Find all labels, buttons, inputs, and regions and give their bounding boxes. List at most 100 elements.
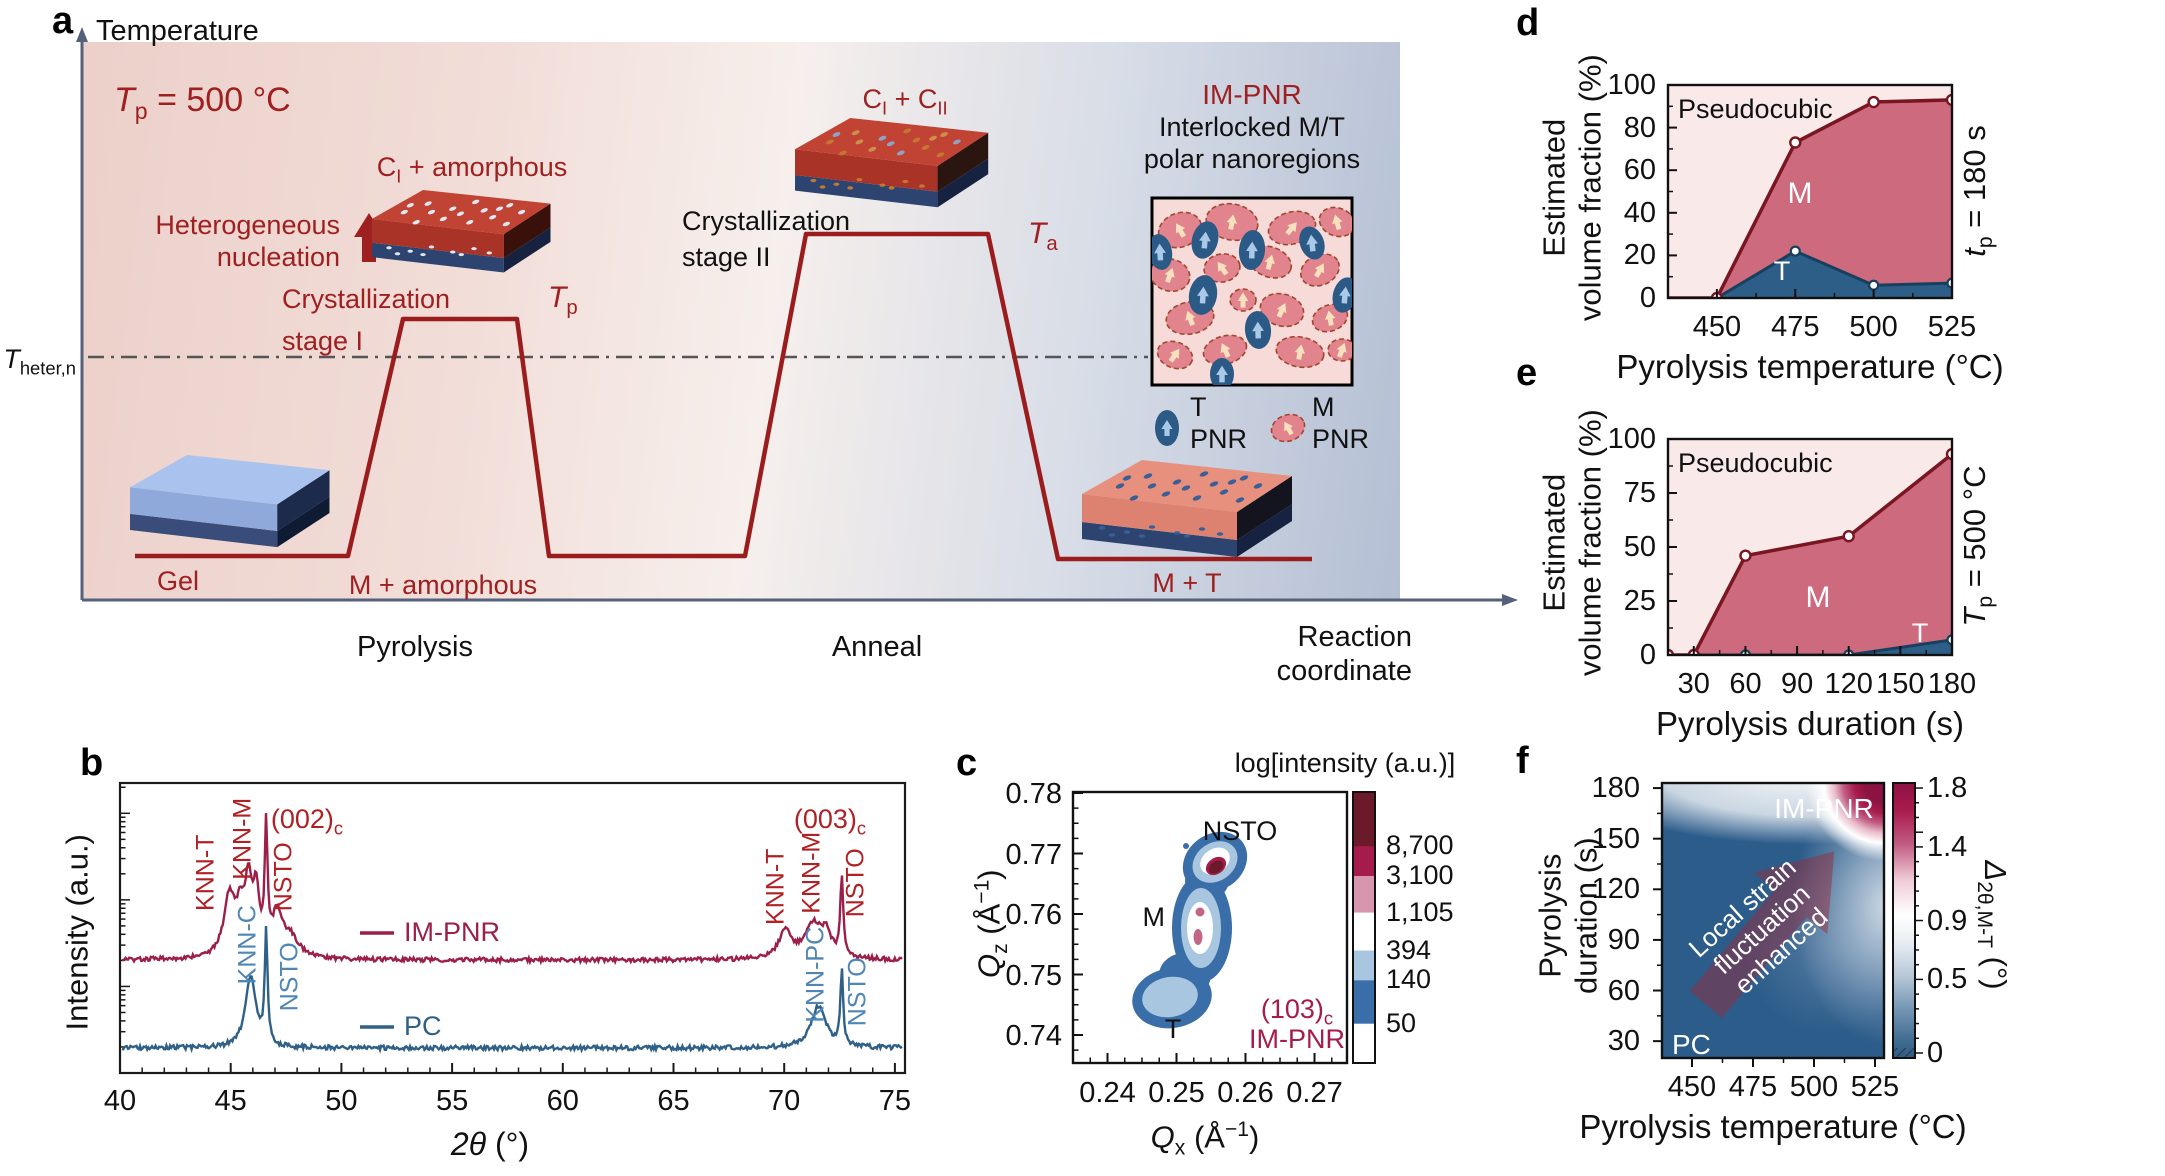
panel-f-heatmap [1662, 783, 1884, 1058]
speckle [856, 177, 863, 182]
speckle [424, 201, 432, 206]
pseudocubic-label: Pseudocubic [1678, 94, 1833, 124]
speckle [868, 146, 877, 152]
speckle [486, 251, 493, 255]
c-nsto-label: NSTO [1202, 816, 1278, 846]
film-illustration [130, 455, 330, 548]
t-marker [1789, 245, 1801, 257]
speckle [888, 186, 895, 190]
y-tick-label: 0.78 [1005, 778, 1062, 810]
speckle [902, 179, 909, 184]
speckle [1147, 483, 1157, 489]
x-axis-title: Pyrolysis duration (s) [1655, 705, 1965, 742]
substrate-front [372, 242, 504, 273]
colorbar-segment [1353, 846, 1375, 877]
pyrolysis-stage-label: Pyrolysis [356, 631, 473, 663]
film3-label: CI + CII [862, 84, 948, 119]
speckle [847, 186, 854, 190]
cb-tick-label: 1.8 [1927, 772, 1968, 805]
y-tick-label: 150 [1591, 822, 1640, 855]
film-illustration [795, 118, 989, 208]
y-tick-label: 100 [1607, 423, 1656, 455]
film-front [130, 487, 278, 531]
mt-marker [1739, 549, 1752, 562]
speckle [936, 152, 945, 158]
y-axis-title: Estimated volume fraction (%) [1536, 53, 1607, 321]
y-tick-label: 40 [1623, 196, 1656, 229]
temperature-axis-label: Temperature [96, 15, 259, 47]
mt-marker [1867, 95, 1880, 109]
y-tick-label: 20 [1623, 239, 1656, 272]
film-front [795, 149, 938, 192]
film-side [937, 132, 989, 192]
speckle [838, 150, 847, 156]
m-region [1668, 99, 1952, 298]
x-tick-label: 450 [1667, 1071, 1717, 1103]
cb-tick-label: 0.9 [1927, 904, 1968, 937]
f-xlabel: Pyrolysis temperature (°C) [1579, 1108, 1967, 1145]
colorbar-segment [1353, 950, 1375, 981]
pc-curve [121, 925, 903, 1054]
x-axis-title: Pyrolysis temperature (°C) [1616, 348, 2004, 385]
speckle [833, 182, 840, 186]
panel-c-letter: c [956, 742, 978, 784]
impnr-sub1: Interlocked M/T [1158, 112, 1346, 142]
f-ylabel: Pyrolysis duration (s) [1532, 837, 1603, 995]
cb-tick-label: 0.5 [1927, 963, 1968, 996]
colorbar-label: 140 [1386, 964, 1432, 994]
film-top [130, 455, 330, 505]
film-illustration [1082, 460, 1292, 557]
speckle [851, 130, 860, 136]
reaction-coordinate-line2: coordinate [1276, 655, 1412, 687]
c-tag-hkl: (103)c [1260, 994, 1334, 1029]
speckle [1219, 489, 1229, 495]
speckle [1129, 495, 1139, 501]
panel-b-letter: b [80, 742, 104, 784]
c-ylabel: Qz (Å−1) [970, 869, 1012, 979]
x-tick-label: 90 [1780, 668, 1814, 700]
panel-f-letter: f [1516, 740, 1529, 782]
speckle [471, 247, 477, 251]
y-tick-label: 60 [1607, 974, 1640, 1007]
y-tick-label: 0 [1639, 639, 1656, 671]
f-colorbar-hatch [1893, 1048, 1915, 1058]
peak-label-NSTO: NSTO [841, 848, 870, 918]
speckle [458, 253, 464, 257]
x-tick-label: 525 [1850, 1071, 1900, 1103]
speckle [921, 145, 930, 150]
b-xlabel: 2θ (°) [450, 1126, 530, 1162]
speckle [1172, 479, 1182, 485]
colorbar-segment [1353, 792, 1375, 847]
legend-label-IM-PNR: IM-PNR [404, 917, 500, 947]
y-axis-title: Estimated volume fraction (%) [1536, 409, 1607, 677]
colorbar-label: 1,105 [1386, 897, 1454, 927]
speckle [1108, 533, 1116, 537]
heterogeneous-line1: Heterogeneous [155, 210, 340, 240]
c-t-label: T [1164, 1014, 1182, 1044]
anneal-stage-label: Anneal [831, 631, 923, 663]
speckle [1173, 531, 1181, 535]
speckle [878, 135, 887, 141]
speckle [819, 185, 826, 189]
panel-d-letter: d [1516, 2, 1540, 44]
x-tick-label: 450 [1692, 311, 1742, 343]
speckle [480, 208, 488, 213]
tp-condition: Tp = 500 °C [114, 81, 291, 124]
impnr-sub2: polar nanoregions [1143, 144, 1361, 174]
x-tick-label: 500 [1849, 311, 1898, 343]
x-tick-label: 475 [1771, 311, 1820, 343]
y-tick-label: 180 [1591, 772, 1640, 805]
speckle [1253, 483, 1263, 489]
speckle [953, 139, 961, 145]
plot-frame [1660, 781, 1886, 1060]
speckle [1216, 532, 1224, 536]
ta-label: Ta [1028, 217, 1058, 255]
im-pnr-curve [122, 813, 903, 966]
colorbar-segment [1353, 1023, 1375, 1064]
substrate-side [503, 227, 551, 273]
gel-label: Gel [156, 566, 200, 596]
film-side [503, 203, 551, 258]
colorbar-label: 3,100 [1386, 860, 1454, 890]
cryst1-line1: Crystallization [282, 284, 451, 314]
